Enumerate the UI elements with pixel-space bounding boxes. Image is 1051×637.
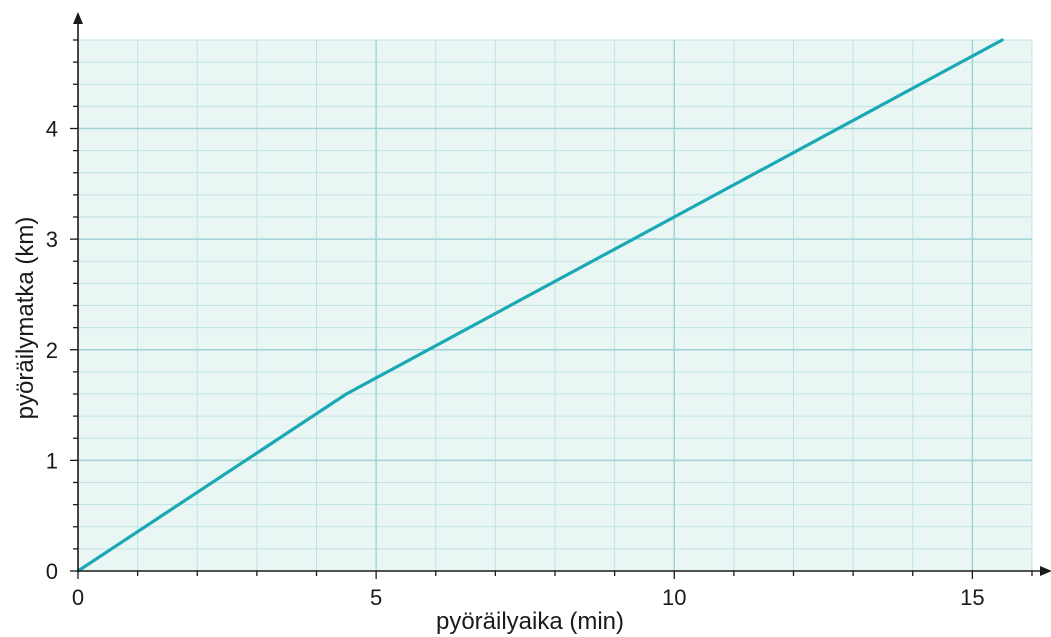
x-tick-label: 10 bbox=[662, 585, 686, 610]
series-layer bbox=[76, 38, 1004, 573]
y-tick-label: 2 bbox=[46, 338, 58, 363]
x-axis-title: pyöräilyaika (min) bbox=[436, 608, 624, 635]
y-tick-labels: 0 1 2 3 4 bbox=[46, 117, 58, 585]
y-axis-arrow bbox=[73, 12, 83, 24]
x-tick-label: 0 bbox=[72, 585, 84, 610]
y-tick-label: 4 bbox=[46, 117, 58, 142]
x-tick-label: 15 bbox=[960, 585, 984, 610]
y-tick-label: 3 bbox=[46, 227, 58, 252]
y-axis-title: pyöräilymatka (km) bbox=[12, 217, 39, 420]
x-tick-label: 5 bbox=[370, 585, 382, 610]
y-tick-label: 0 bbox=[46, 559, 58, 584]
series-line bbox=[76, 38, 1004, 573]
axes bbox=[70, 12, 1051, 579]
x-axis-arrow bbox=[1040, 566, 1051, 576]
y-tick-label: 1 bbox=[46, 448, 58, 473]
major-gridlines bbox=[78, 40, 1032, 571]
x-tick-labels: 0 5 10 15 bbox=[72, 585, 985, 610]
